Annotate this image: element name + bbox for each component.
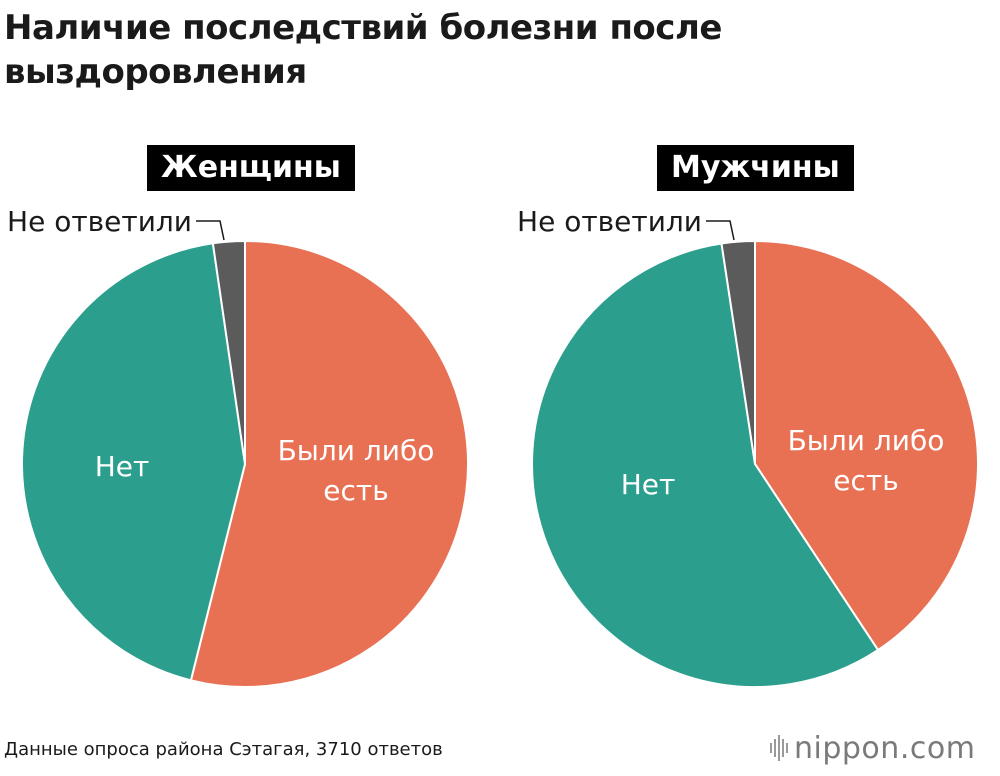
pie-slice-women-no <box>20 242 246 682</box>
panel-title-women: Женщины <box>147 145 355 191</box>
callout-line-men <box>706 220 735 241</box>
panel-title-men: Мужчины <box>657 145 854 191</box>
slice-label-men-no: Нет <box>621 468 676 501</box>
source-note: Данные опроса района Сэтагая, 3710 ответ… <box>4 739 443 760</box>
slice-label-men-yes: Были либо есть <box>788 424 945 497</box>
callout-label-men-no-answer: Не ответили <box>517 205 702 238</box>
logo-text: nippon.com <box>794 730 976 766</box>
nippon-logo: nippon.com <box>770 728 975 768</box>
pie-slice-women-yes <box>189 240 469 688</box>
callout-line-women <box>196 220 225 241</box>
pie-slice-men-no-answer <box>720 240 756 465</box>
slice-label-women-yes: Были либо есть <box>278 434 435 507</box>
chart-title: Наличие последствий болезни после выздор… <box>4 8 722 92</box>
pie-slice-men-no <box>531 242 880 688</box>
logo-bars-icon <box>770 735 788 761</box>
pie-slice-women-no-answer <box>211 239 246 465</box>
slice-label-women-no: Нет <box>95 450 150 483</box>
callout-label-women-no-answer: Не ответили <box>7 205 192 238</box>
